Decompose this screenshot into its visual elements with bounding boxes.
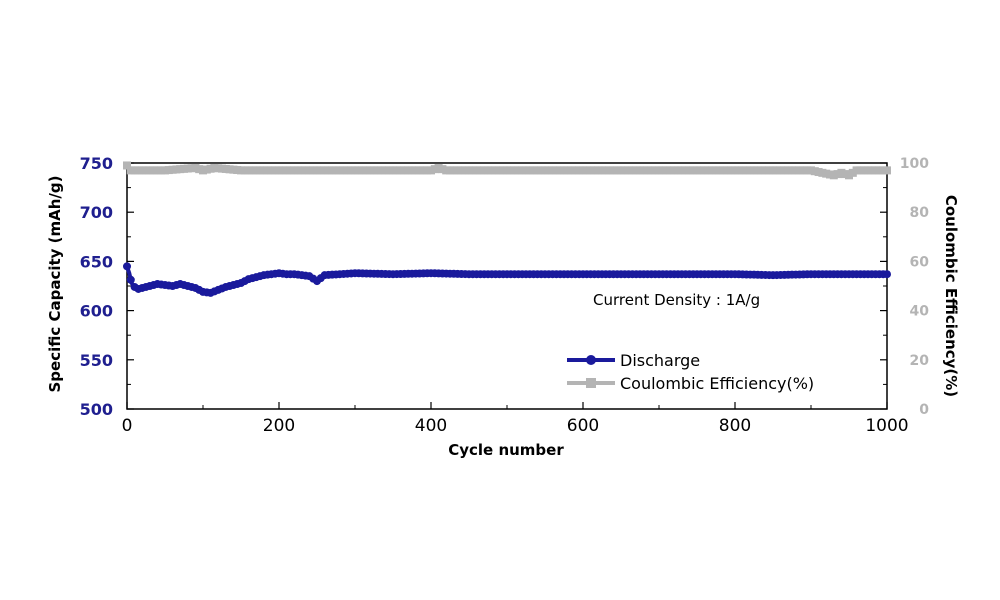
y-left-tick-label-550: 550	[80, 351, 113, 370]
y-left-tick-label-750: 750	[80, 154, 113, 173]
y-right-tick-label-40: 40	[910, 304, 930, 320]
legend-item-discharge: Discharge	[567, 351, 700, 370]
series-coulombic-efficiency	[123, 161, 891, 180]
y-left-tick-label-650: 650	[80, 252, 113, 271]
y-right-tick-label-100: 100	[900, 156, 929, 172]
x-tick-label-1000: 1000	[865, 416, 908, 436]
discharge-point	[123, 262, 131, 271]
legend-discharge-marker	[586, 355, 596, 365]
y-left-tick-label-600: 600	[80, 302, 113, 321]
y-right-tick-label-0: 0	[919, 402, 929, 418]
legend-ce-label: Coulombic Efficiency(%)	[620, 374, 814, 393]
legend-ce-marker	[586, 378, 596, 388]
legend-discharge-label: Discharge	[620, 351, 700, 370]
series-discharge	[123, 262, 891, 297]
current-density-annotation: Current Density : 1A/g	[593, 291, 760, 309]
x-tick-label-600: 600	[567, 416, 599, 436]
discharge-point	[126, 275, 135, 284]
discharge-point	[883, 270, 891, 279]
x-tick-label-0: 0	[122, 416, 133, 436]
tick-label-layer: 0 200 400 600 800 1000 500 550 600 650 700 750 0 20 40…	[80, 154, 930, 436]
x-tick-label-400: 400	[415, 416, 447, 436]
y-right-tick-label-80: 80	[910, 205, 930, 221]
ce-point	[883, 166, 891, 175]
x-tick-label-200: 200	[263, 416, 295, 436]
y-left-tick-label-700: 700	[80, 203, 113, 222]
y-right-axis-title: Coulombic Efficiency(%)	[942, 195, 960, 397]
legend-item-coulombic-efficiency: Coulombic Efficiency(%)	[567, 374, 814, 393]
y-right-tick-label-20: 20	[910, 353, 930, 369]
x-axis-title: Cycle number	[448, 441, 564, 459]
y-left-axis-title: Specific Capacity (mAh/g)	[46, 175, 64, 392]
x-tick-label-800: 800	[719, 416, 751, 436]
y-right-tick-label-60: 60	[910, 254, 930, 270]
ce-point	[123, 161, 131, 170]
y-left-tick-label-500: 500	[80, 400, 113, 419]
legend: Discharge Coulombic Efficiency(%)	[567, 351, 814, 393]
